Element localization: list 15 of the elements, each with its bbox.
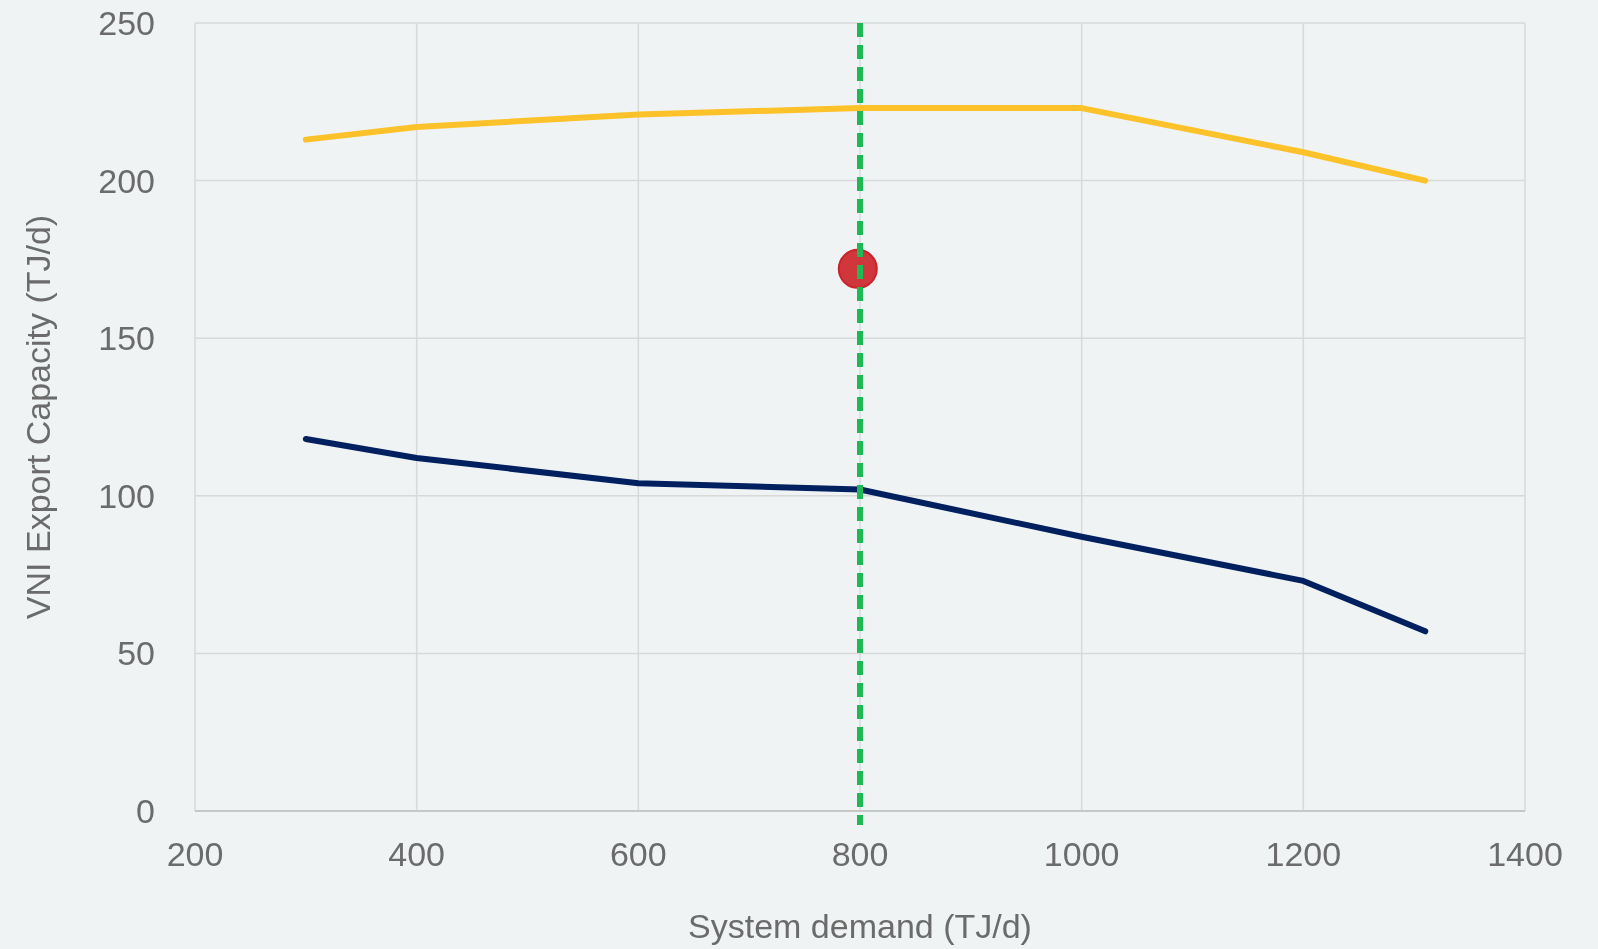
x-tick-label: 800	[831, 835, 889, 873]
y-axis-title: VNI Export Capacity (TJ/d)	[19, 214, 57, 620]
y-tick-label: 0	[136, 791, 155, 830]
x-tick-label: 1400	[1487, 835, 1563, 873]
x-tick-label: 400	[388, 835, 446, 873]
x-tick-label: 1200	[1265, 835, 1342, 873]
y-tick-label: 50	[117, 634, 155, 673]
x-tick-label: 200	[166, 835, 224, 873]
x-tick-label: 600	[609, 835, 667, 873]
y-tick-label: 250	[98, 3, 155, 42]
y-tick-label: 150	[98, 319, 155, 358]
x-axis-title: System demand (TJ/d)	[688, 907, 1032, 945]
y-tick-label: 100	[98, 476, 155, 515]
y-tick-label: 200	[98, 161, 155, 200]
x-tick-label: 1000	[1043, 835, 1120, 873]
